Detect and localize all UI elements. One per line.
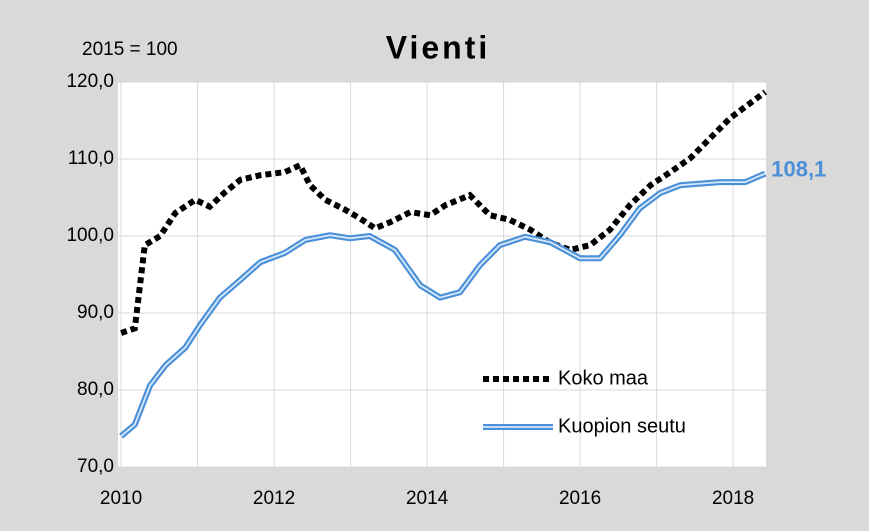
y-tick-label: 110,0 <box>68 148 114 169</box>
x-tick-label: 2018 <box>712 488 754 509</box>
legend-label: Kuopion seutu <box>558 415 686 437</box>
y-tick-label: 90,0 <box>77 302 114 323</box>
x-tick-label: 2010 <box>100 488 142 509</box>
x-tick-label: 2012 <box>253 488 295 509</box>
y-tick-label: 80,0 <box>77 379 114 400</box>
end-label: 108,1 <box>771 156 826 181</box>
y-tick-label: 100,0 <box>66 225 114 246</box>
series-line <box>120 89 767 336</box>
series-line-highlight <box>120 172 766 437</box>
legend-label: Koko maa <box>558 367 649 389</box>
chart-title: Vienti <box>386 29 491 65</box>
y-tick-label: 70,0 <box>77 456 114 477</box>
x-tick-label: 2014 <box>406 488 449 509</box>
subtitle: 2015 = 100 <box>82 39 178 60</box>
y-tick-label: 120,0 <box>66 71 114 92</box>
plot-area <box>118 82 766 467</box>
x-tick-label: 2016 <box>559 488 601 509</box>
